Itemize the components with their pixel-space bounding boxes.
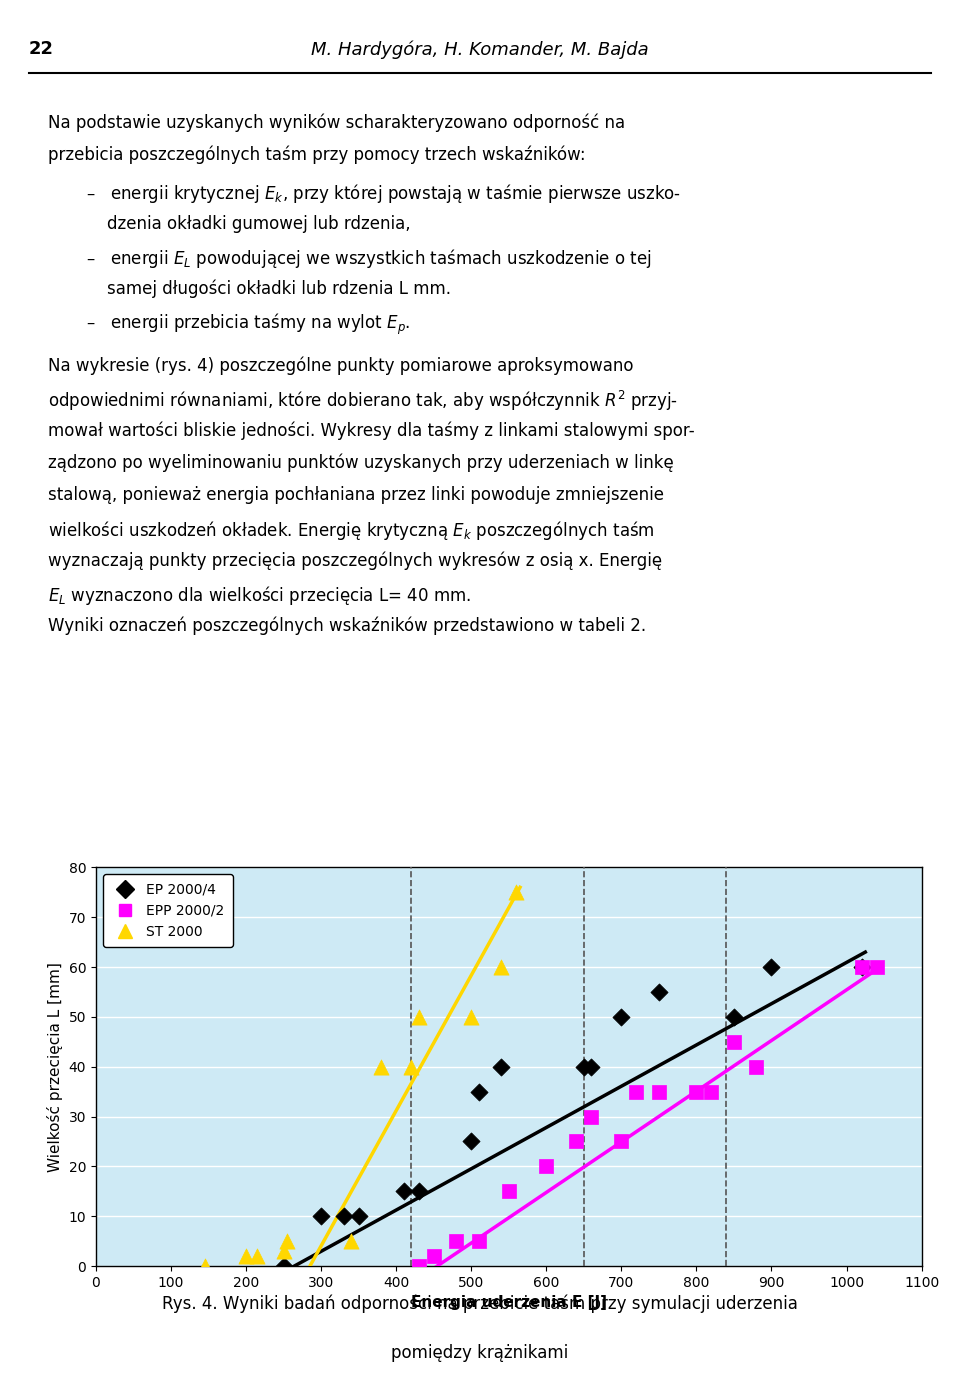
Text: stalową, ponieważ energia pochłaniana przez linki powoduje zmniejszenie: stalową, ponieważ energia pochłaniana pr… [48, 487, 664, 505]
Point [197, 1255, 212, 1277]
Point [314, 1205, 329, 1227]
Point [426, 1245, 442, 1267]
Point [276, 1255, 291, 1277]
Point [464, 1006, 479, 1028]
Point [509, 881, 524, 904]
Point [411, 1181, 426, 1203]
Legend: EP 2000/4, EPP 2000/2, ST 2000: EP 2000/4, EPP 2000/2, ST 2000 [103, 874, 232, 947]
Text: ządzono po wyeliminowaniu punktów uzyskanych przy uderzeniach w linkę: ządzono po wyeliminowaniu punktów uzyska… [48, 453, 674, 473]
Point [613, 1006, 629, 1028]
Text: samej długości okładki lub rdzenia L mm.: samej długości okładki lub rdzenia L mm. [86, 280, 451, 298]
Text: $E_L$ wyznaczono dla wielkości przecięcia L= 40 mm.: $E_L$ wyznaczono dla wielkości przecięci… [48, 583, 471, 607]
Point [396, 1181, 412, 1203]
Point [411, 1255, 426, 1277]
Point [493, 1055, 509, 1077]
Y-axis label: Wielkość przecięcia L [mm]: Wielkość przecięcia L [mm] [47, 961, 63, 1172]
Point [576, 1055, 591, 1077]
Point [279, 1230, 295, 1252]
Point [411, 1006, 426, 1028]
X-axis label: Energia uderzenia E [J]: Energia uderzenia E [J] [411, 1295, 607, 1311]
Point [539, 1156, 554, 1178]
Point [651, 981, 666, 1003]
Text: –   energii przebicia taśmy na wylot $E_p$.: – energii przebicia taśmy na wylot $E_p$… [86, 312, 411, 337]
Point [584, 1055, 599, 1077]
Point [869, 956, 884, 978]
Point [471, 1230, 487, 1252]
Text: dzenia okładki gumowej lub rdzenia,: dzenia okładki gumowej lub rdzenia, [86, 214, 411, 232]
Point [403, 1055, 419, 1077]
Point [613, 1130, 629, 1153]
Point [336, 1205, 351, 1227]
Text: wyznaczają punkty przecięcia poszczególnych wykresów z osią x. Energię: wyznaczają punkty przecięcia poszczególn… [48, 551, 662, 569]
Text: mował wartości bliskie jedności. Wykresy dla taśmy z linkami stalowymi spor-: mował wartości bliskie jedności. Wykresy… [48, 421, 695, 441]
Point [584, 1105, 599, 1128]
Text: wielkości uszkodzeń okładek. Energię krytyczną $E_k$ poszczególnych taśm: wielkości uszkodzeń okładek. Energię kry… [48, 519, 655, 541]
Point [276, 1240, 291, 1262]
Point [749, 1055, 764, 1077]
Point [344, 1230, 359, 1252]
Point [568, 1130, 584, 1153]
Point [238, 1245, 253, 1267]
Point [688, 1080, 704, 1102]
Point [471, 1080, 487, 1102]
Point [493, 956, 509, 978]
Point [764, 956, 780, 978]
Text: odpowiednimi równaniami, które dobierano tak, aby współczynnik $R^2$ przyj-: odpowiednimi równaniami, które dobierano… [48, 389, 678, 413]
Text: –   energii $E_L$ powodującej we wszystkich taśmach uszkodzenie o tej: – energii $E_L$ powodującej we wszystkic… [86, 248, 652, 270]
Point [853, 956, 869, 978]
Text: Na wykresie (rys. 4) poszczególne punkty pomiarowe aproksymowano: Na wykresie (rys. 4) poszczególne punkty… [48, 357, 634, 375]
Point [448, 1230, 464, 1252]
Text: pomiędzy krążnikami: pomiędzy krążnikami [392, 1343, 568, 1361]
Point [464, 1130, 479, 1153]
Point [629, 1080, 644, 1102]
Point [651, 1080, 666, 1102]
Text: przebicia poszczególnych taśm przy pomocy trzech wskaźników:: przebicia poszczególnych taśm przy pomoc… [48, 145, 586, 164]
Text: –   energii krytycznej $E_k$, przy której powstają w taśmie pierwsze uszko-: – energii krytycznej $E_k$, przy której … [86, 182, 682, 206]
Text: Rys. 4. Wyniki badań odporności na przebicie taśm przy symulacji uderzenia: Rys. 4. Wyniki badań odporności na przeb… [162, 1295, 798, 1314]
Text: Wyniki oznaczeń poszczególnych wskaźników przedstawiono w tabeli 2.: Wyniki oznaczeń poszczególnych wskaźnikó… [48, 616, 646, 635]
Point [250, 1245, 265, 1267]
Point [727, 1031, 742, 1053]
Text: Na podstawie uzyskanych wyników scharakteryzowano odporność na: Na podstawie uzyskanych wyników scharakt… [48, 113, 625, 132]
Text: M. Hardygóra, H. Komander, M. Bajda: M. Hardygóra, H. Komander, M. Bajda [311, 41, 649, 59]
Text: 22: 22 [29, 41, 54, 59]
Point [351, 1205, 367, 1227]
Point [501, 1181, 516, 1203]
Point [853, 956, 869, 978]
Point [373, 1055, 389, 1077]
Point [727, 1006, 742, 1028]
Point [704, 1080, 719, 1102]
